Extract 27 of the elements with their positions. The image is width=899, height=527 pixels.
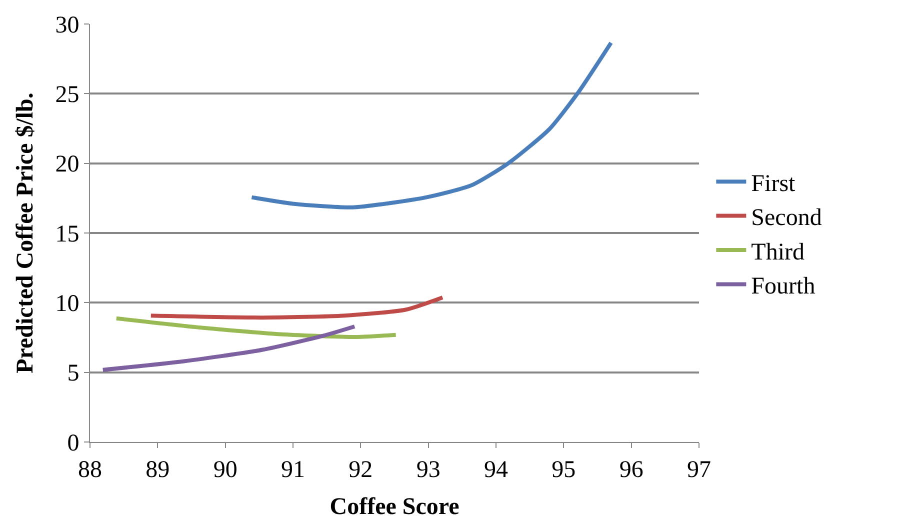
x-tick-label: 90 (213, 456, 238, 483)
line-series (114, 316, 398, 339)
x-tick-label: 97 (687, 456, 711, 483)
y-tick-label: 10 (55, 291, 80, 318)
line-series (250, 40, 614, 210)
x-tick-label: 91 (281, 456, 305, 483)
legend-label: Second (751, 205, 822, 232)
y-tick-label: 0 (67, 430, 80, 456)
y-tick-label: 25 (55, 82, 80, 108)
x-tick-label: 94 (484, 456, 508, 483)
x-axis-title: Coffee Score (330, 494, 460, 520)
x-tick-label: 89 (146, 456, 170, 483)
x-tick-label: 96 (619, 456, 644, 483)
legend-label: Third (751, 239, 805, 266)
legend-label: Fourth (751, 274, 816, 300)
x-tick-label: 92 (348, 456, 373, 483)
y-tick-label: 5 (67, 360, 80, 387)
line-series (148, 296, 445, 320)
y-axis-title: Predicted Coffee Price $/lb. (12, 92, 38, 374)
y-tick-label: 30 (55, 12, 80, 38)
y-tick-label: 20 (55, 152, 80, 178)
legend-label: First (751, 170, 796, 197)
x-tick-label: 95 (552, 456, 576, 483)
line-series (100, 324, 357, 372)
y-tick-label: 15 (55, 221, 80, 248)
x-tick-label: 93 (416, 456, 440, 483)
x-tick-label: 88 (78, 456, 102, 483)
